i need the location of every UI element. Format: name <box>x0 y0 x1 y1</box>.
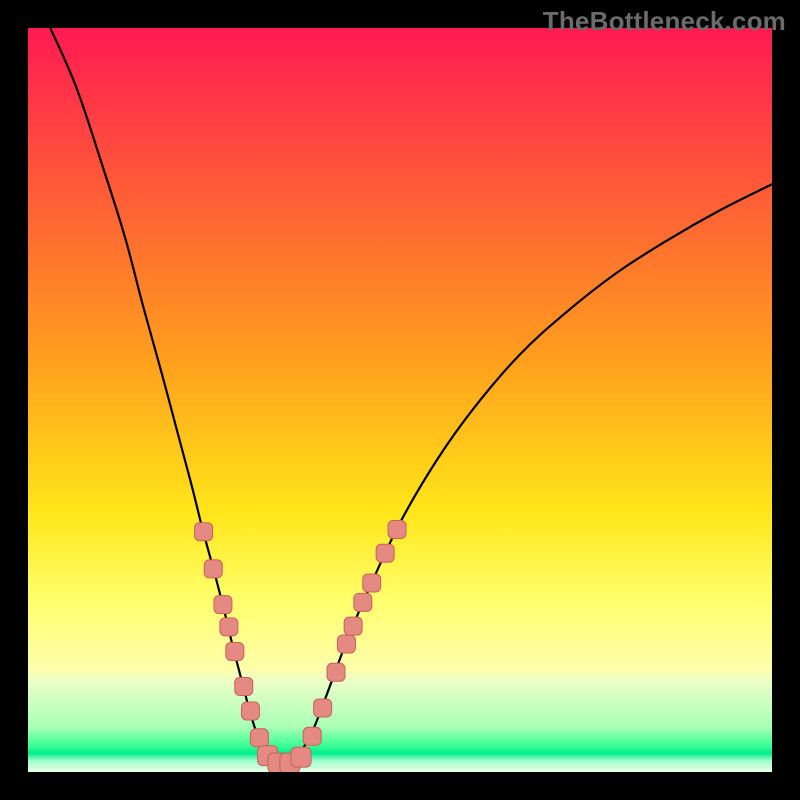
data-marker <box>363 574 381 592</box>
data-marker <box>226 642 244 660</box>
plot-area <box>28 28 772 772</box>
right-curve <box>281 184 772 764</box>
data-marker <box>235 677 253 695</box>
data-marker <box>195 523 213 541</box>
watermark-text: TheBottleneck.com <box>543 6 786 37</box>
data-marker <box>327 663 345 681</box>
data-marker <box>250 729 268 747</box>
data-marker <box>291 747 311 767</box>
data-marker <box>303 727 321 745</box>
chart-frame: TheBottleneck.com <box>0 0 800 800</box>
data-marker <box>354 593 372 611</box>
data-marker <box>337 635 355 653</box>
data-marker <box>204 560 222 578</box>
data-marker <box>214 596 232 614</box>
data-marker <box>388 520 406 538</box>
data-marker <box>376 544 394 562</box>
data-marker <box>241 702 259 720</box>
curve-layer <box>28 28 772 772</box>
data-marker <box>220 618 238 636</box>
left-curve <box>50 28 281 765</box>
data-marker <box>344 617 362 635</box>
data-marker <box>314 699 332 717</box>
